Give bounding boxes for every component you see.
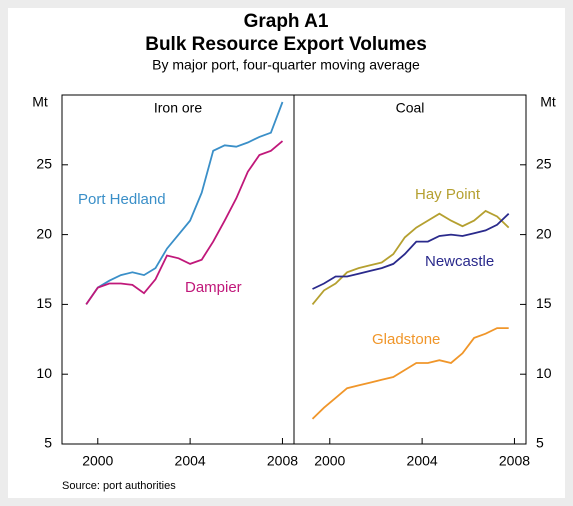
y-tick-label: 5 [44, 435, 52, 451]
x-tick-label: 2004 [175, 453, 206, 469]
panel-title: Iron ore [154, 100, 202, 116]
series-label: Port Hedland [78, 191, 166, 208]
y-tick-label: 20 [36, 225, 52, 241]
series-line [85, 101, 284, 305]
x-tick-label: 2000 [314, 453, 345, 469]
series-line [312, 213, 510, 290]
x-tick-label: 2008 [267, 453, 298, 469]
panel-title: Coal [396, 100, 425, 116]
series-line [311, 209, 510, 305]
x-tick-label: 2008 [499, 453, 530, 469]
series-line [85, 140, 284, 305]
y-tick-label: 5 [536, 435, 544, 451]
y-tick-label: 20 [536, 225, 552, 241]
y-tick-label: 15 [536, 295, 552, 311]
y-axis-label: Mt [32, 94, 48, 110]
chart-title: Graph A1 [244, 11, 329, 32]
series-label: Dampier [185, 279, 242, 296]
series-label: Newcastle [425, 253, 494, 270]
chart-note: By major port, four-quarter moving avera… [152, 57, 420, 73]
y-tick-label: 15 [36, 295, 52, 311]
series-label: Hay Point [415, 186, 481, 203]
y-tick-label: 10 [36, 365, 52, 381]
panel-background [8, 8, 565, 498]
y-tick-label: 25 [536, 156, 552, 172]
series-label: Gladstone [372, 331, 440, 348]
x-tick-label: 2004 [407, 453, 438, 469]
y-tick-label: 25 [36, 156, 52, 172]
series-line [311, 327, 509, 420]
chart-subtitle: Bulk Resource Export Volumes [145, 34, 427, 55]
y-axis-label: Mt [540, 94, 556, 110]
y-tick-label: 10 [536, 365, 552, 381]
source: Source: port authorities [62, 480, 176, 492]
x-tick-label: 2000 [82, 453, 113, 469]
